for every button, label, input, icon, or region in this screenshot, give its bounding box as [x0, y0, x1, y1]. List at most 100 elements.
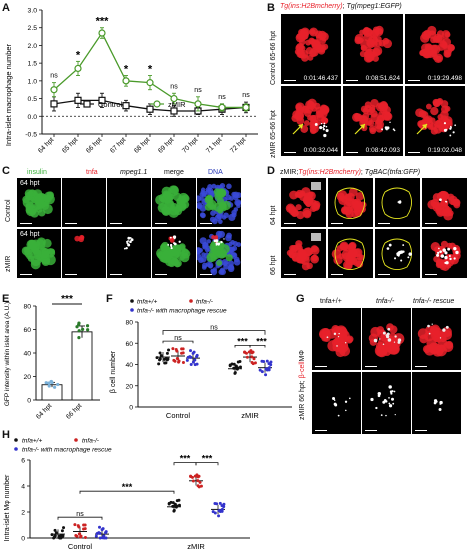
cell-nucleus	[296, 210, 305, 220]
cell-nucleus	[443, 210, 453, 221]
gfp-signal	[398, 251, 401, 253]
cell-nucleus	[309, 127, 317, 135]
panel-g-row-label-red: β-cell	[299, 361, 306, 379]
datapoint	[50, 533, 54, 537]
cell-nucleus	[375, 125, 384, 133]
panel-d-image-r1-c1	[281, 178, 326, 227]
islet-outline	[381, 238, 412, 270]
datapoint	[264, 367, 268, 371]
datapoint	[78, 532, 82, 536]
cell-nucleus	[432, 54, 439, 61]
cell-nucleus	[430, 106, 439, 116]
macrophage-signal	[442, 328, 446, 332]
insulin-signal	[41, 250, 50, 259]
gfp-signal	[453, 257, 456, 260]
datapoint	[260, 370, 264, 374]
islet-outline	[334, 238, 365, 270]
cell-nucleus	[295, 111, 304, 121]
insulin-signal	[159, 203, 166, 211]
panel-a-ytick-label: 3.0	[28, 8, 38, 15]
macrophage-signal	[380, 414, 383, 416]
macrophage-signal	[323, 124, 326, 128]
macrophage-signal	[390, 392, 393, 395]
panel-b-frame-r2-c1: 0:00:32.044	[281, 86, 341, 156]
panel-c-image-r1-c4-image	[155, 185, 190, 218]
cell-nucleus	[387, 342, 400, 355]
legend-marker-control	[83, 100, 91, 108]
cell-nucleus	[298, 44, 306, 52]
cell-nucleus	[372, 48, 381, 57]
datapoint	[159, 354, 163, 358]
panel-a-point-zmir	[146, 79, 154, 87]
panel-b-frame-r2-c2: 0:08:42.093	[343, 86, 403, 156]
mpeg-signal	[130, 238, 134, 242]
cell-nucleus	[354, 36, 363, 45]
panel-g-col-label-wt: tnfa+/+	[320, 298, 342, 305]
panel-e-datapoint	[44, 381, 48, 385]
cell-nucleus	[425, 119, 434, 128]
panel-a-xtick-label: 71 hpt	[205, 136, 223, 154]
panel-b-frame-r1-c2-image	[354, 25, 393, 63]
datapoint	[267, 362, 271, 366]
panel-d-title-white: TgBAC(tnfa:GFP)	[364, 169, 421, 176]
arrowhead-icon	[298, 124, 303, 129]
insulin-signal	[26, 239, 37, 250]
panel-a-significance: *	[76, 49, 81, 61]
panel-d-image-r1-c3-image	[381, 187, 412, 219]
cell-nucleus	[319, 32, 329, 42]
sig-zmir-left: ***	[180, 453, 191, 463]
datapoint	[102, 534, 106, 538]
insulin-signal	[204, 203, 213, 211]
mpeg-signal	[178, 240, 181, 243]
dna-signal	[207, 187, 214, 194]
panel-c-image-r1-c5	[197, 178, 241, 227]
scale-bar	[346, 151, 358, 153]
cell-nucleus	[370, 98, 379, 108]
datapoint	[172, 358, 176, 362]
legend-label-wt: tnfa+/+	[22, 438, 42, 445]
cell-nucleus	[315, 110, 324, 118]
datapoint	[267, 368, 271, 372]
panel-c-image-r1-c1: 64 hpt	[17, 178, 61, 227]
legend-marker-wt	[14, 438, 18, 442]
macrophage-signal	[386, 126, 390, 130]
gfp-signal	[402, 244, 405, 246]
dna-signal	[209, 216, 216, 223]
cell-nucleus	[378, 111, 384, 118]
panel-g-row-label-prefix: zMIR 66 hpt;	[299, 378, 306, 420]
macrophage-signal	[438, 407, 442, 411]
panel-b-frame-r1-c3-image	[419, 25, 455, 63]
legend-marker-zmir	[153, 100, 161, 108]
datapoint	[171, 347, 175, 351]
panel-c-image-r2-c1: 64 hpt	[17, 229, 61, 278]
macrophage-signal	[386, 332, 390, 336]
mpeg-signal	[215, 242, 219, 245]
cell-nucleus	[432, 99, 441, 108]
panel-a-ytick-label: 2.5	[28, 25, 38, 32]
panel-c-header-tnfa: tnfa	[86, 169, 98, 176]
ytick-label: 20	[125, 383, 133, 390]
gfp-signal	[448, 255, 451, 257]
panel-a-ytick-label: 0.0	[28, 114, 38, 121]
dna-signal	[207, 184, 213, 190]
panel-e-datapoint	[47, 384, 51, 388]
ytick-label: 4	[21, 484, 25, 491]
panel-a-point-zmir	[74, 64, 82, 73]
insulin-signal	[218, 201, 227, 210]
panel-a-xtick-label: 67 hpt	[109, 136, 127, 154]
macrophage-signal	[381, 128, 384, 131]
cell-nucleus	[433, 125, 443, 134]
cell-nucleus	[301, 54, 309, 62]
panel-a-xtick-label: 66 hpt	[85, 136, 103, 154]
insulin-signal	[174, 260, 181, 268]
mpeg-signal	[125, 246, 128, 250]
panel-a-point-zmir	[122, 77, 130, 85]
dna-signal	[199, 237, 207, 245]
mpeg-signal	[127, 243, 131, 247]
cell-nucleus	[366, 38, 375, 48]
panel-c-image-r1-c4	[152, 178, 196, 227]
datapoint	[258, 368, 262, 372]
ytick-label: 80	[125, 320, 133, 327]
legend-marker-ko	[74, 438, 78, 442]
datapoint	[100, 528, 104, 532]
